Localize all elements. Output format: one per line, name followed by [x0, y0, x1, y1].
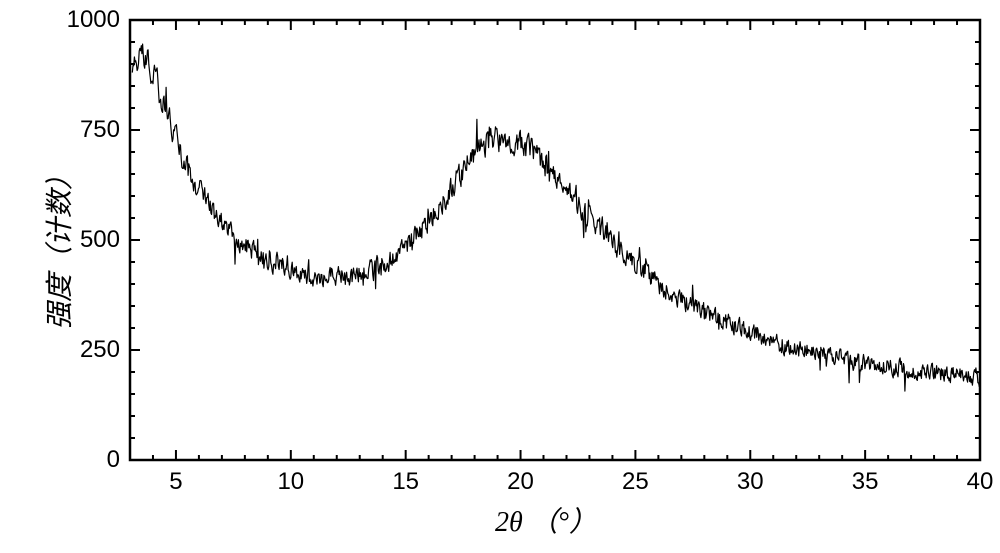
- y-axis-label: 强度（计数）: [38, 302, 78, 330]
- xrd-chart: 强度（计数） 2θ （°） 5 10 15 20 25 30 35 40 0 250 500 750 1…: [0, 0, 1000, 553]
- y-tick-label: 1000: [67, 6, 120, 34]
- x-tick-label: 10: [276, 468, 306, 496]
- x-tick-label: 5: [161, 468, 191, 496]
- x-tick-label: 35: [850, 468, 880, 496]
- x-tick-label: 20: [506, 468, 536, 496]
- x-tick-label: 40: [965, 468, 995, 496]
- y-tick-label: 750: [80, 116, 120, 144]
- y-tick-label: 500: [80, 226, 120, 254]
- x-tick-label: 25: [620, 468, 650, 496]
- y-tick-label: 250: [80, 336, 120, 364]
- x-tick-label: 30: [735, 468, 765, 496]
- x-axis-label: 2θ （°）: [495, 500, 597, 540]
- y-tick-label: 0: [107, 446, 120, 474]
- x-tick-label: 15: [391, 468, 421, 496]
